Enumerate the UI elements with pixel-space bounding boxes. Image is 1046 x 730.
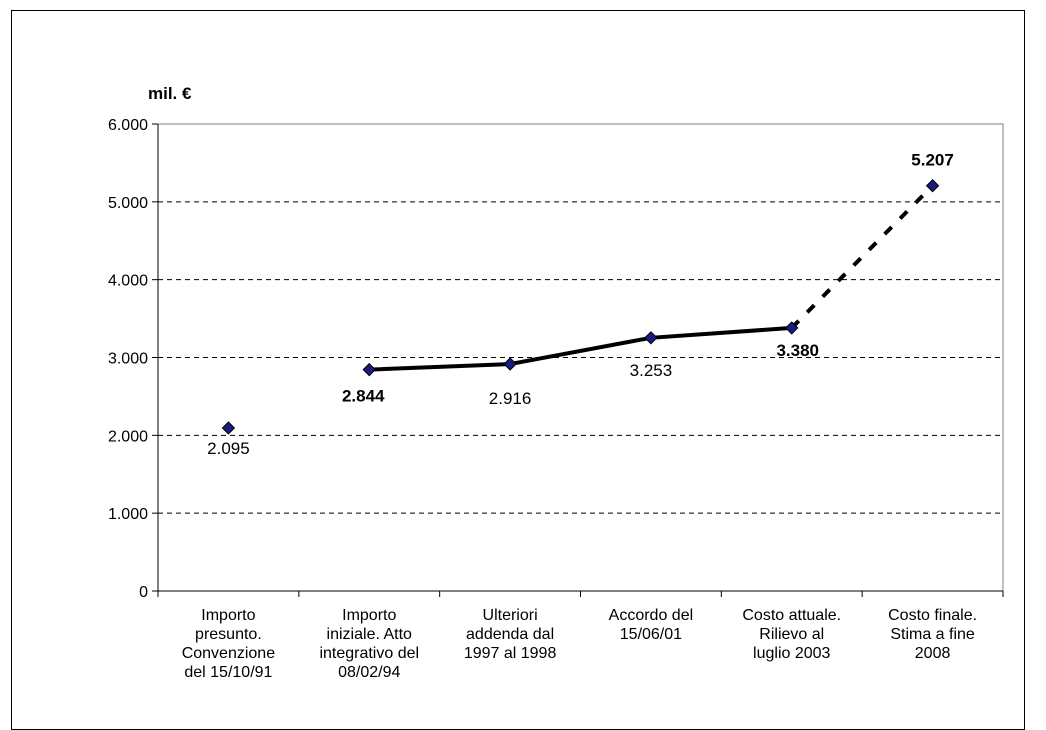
data-label: 2.916 [489, 389, 532, 408]
y-tick-label: 6.000 [108, 117, 148, 134]
x-tick-label: Importo iniziale. Atto integrativo del 0… [319, 607, 420, 681]
data-label: 3.253 [630, 361, 673, 380]
data-point [221, 421, 236, 435]
x-tick-label: Ulteriori addenda dal 1997 al 1998 [463, 607, 557, 662]
y-tick-label: 4.000 [108, 273, 148, 290]
y-tick-label: 1.000 [108, 506, 148, 523]
y-tick-label: 5.000 [108, 195, 148, 212]
y-tick-label: 0 [139, 584, 148, 601]
data-point [362, 362, 376, 377]
x-tick-label: Accordo del 15/06/01 [608, 607, 694, 643]
data-label: 5.207 [911, 151, 954, 170]
data-label: 3.380 [776, 341, 819, 360]
y-tick-label: 3.000 [108, 351, 148, 368]
data-label: 2.844 [342, 387, 385, 406]
line-chart: 0 1.000 2.000 3.000 4.000 5.000 6.000 2.095 2.84… [108, 117, 1004, 601]
series-line [369, 325, 792, 372]
y-axis-unit-label: mil. € [148, 84, 192, 103]
x-tick-label: Costo finale. Stima a fine 2008 [888, 607, 978, 662]
y-tick-label: 2.000 [108, 428, 148, 445]
x-tick-label: Costo attuale. Rilievo al luglio 2003 [742, 607, 842, 662]
data-point [644, 331, 658, 345]
data-label: 2.095 [207, 439, 250, 458]
data-point [925, 179, 940, 193]
series-line-projection [790, 184, 935, 330]
data-point [503, 357, 517, 371]
data-point [785, 321, 799, 335]
x-tick-label: Importo presunto. Convenzione del 15/10/… [181, 607, 276, 681]
